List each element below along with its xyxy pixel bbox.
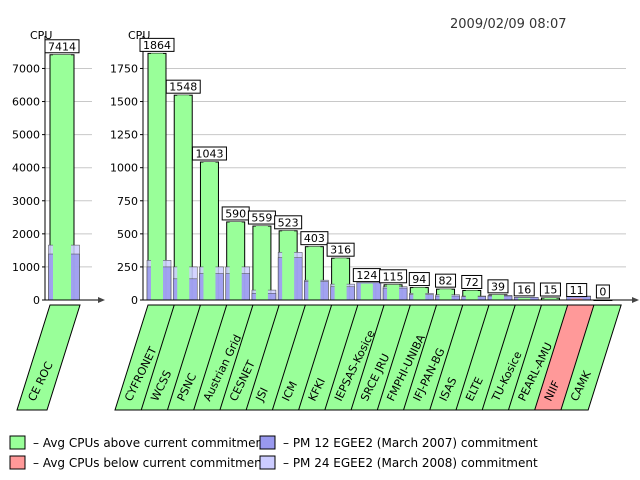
- bar-core: [282, 230, 295, 300]
- y-tick-label: 1000: [12, 261, 40, 274]
- y-tick-label: 250: [117, 261, 138, 274]
- data-label: 0: [599, 286, 606, 299]
- bar-core: [465, 290, 478, 300]
- data-label-box: [300, 231, 329, 246]
- data-label-box: [44, 39, 80, 54]
- data-label: 94: [412, 273, 426, 286]
- data-label: 16: [517, 283, 531, 296]
- data-label: 39: [491, 280, 505, 293]
- data-label: 590: [225, 207, 246, 220]
- data-label: 316: [330, 244, 351, 257]
- x-axis-arrow: [632, 297, 639, 303]
- legend-label-pm24: – PM 24 EGEE2 (March 2008) commitment: [283, 456, 538, 470]
- y-tick-label: 1500: [110, 96, 138, 109]
- data-label: 124: [356, 269, 377, 282]
- data-label-box: [408, 272, 430, 287]
- bar-core: [203, 162, 216, 300]
- data-label-box: [566, 283, 588, 298]
- y-tick-label: 4000: [12, 162, 40, 175]
- bar-core: [53, 54, 71, 300]
- data-label: 523: [278, 216, 299, 229]
- data-label-box: [595, 284, 610, 299]
- bar-core: [439, 289, 452, 300]
- data-label-box: [435, 273, 457, 288]
- category-label: JSI: [253, 385, 271, 404]
- data-label: 7414: [48, 40, 76, 53]
- data-label: 403: [304, 232, 325, 245]
- data-label-box: [539, 282, 561, 297]
- data-label-box: [165, 79, 201, 94]
- bar-core: [229, 221, 242, 300]
- legend-label-pm12: – PM 12 EGEE2 (March 2007) commitment: [283, 436, 538, 450]
- data-label: 1864: [143, 39, 171, 52]
- legend-swatch-above: [9, 435, 26, 450]
- data-label: 115: [383, 270, 404, 283]
- data-label: 15: [543, 284, 557, 297]
- y-tick-label: 500: [117, 228, 138, 241]
- data-label-box: [139, 37, 175, 52]
- y-tick-label: 6000: [12, 96, 40, 109]
- x-axis-arrow: [98, 297, 105, 303]
- category-label-box: [16, 304, 81, 411]
- legend-swatch-pm24: [259, 455, 276, 470]
- data-label-box: [326, 242, 355, 257]
- y-tick-label: 7000: [12, 62, 40, 75]
- legend-swatch-pm12: [259, 435, 276, 450]
- bar-core: [151, 53, 163, 300]
- data-label: 559: [251, 212, 272, 225]
- data-label: 11: [570, 284, 584, 297]
- timestamp: 2009/02/09 08:07: [450, 17, 567, 32]
- data-label-box: [487, 279, 509, 294]
- bar-core: [387, 284, 400, 300]
- bar-core: [308, 246, 321, 300]
- bar-core: [491, 294, 504, 300]
- data-label-box: [191, 146, 227, 161]
- data-label: 72: [465, 276, 479, 289]
- bar-core: [255, 226, 268, 300]
- y-tick-label: 0: [131, 294, 138, 307]
- y-tick-label: 1250: [110, 129, 138, 142]
- y-tick-label: 5000: [12, 129, 40, 142]
- data-label-box: [461, 274, 483, 289]
- bar-core: [360, 283, 373, 300]
- y-tick-label: 1750: [110, 62, 138, 75]
- bar-core: [570, 298, 583, 300]
- legend-label-below: – Avg CPUs below current commitment: [33, 456, 267, 470]
- y-tick-label: 1000: [110, 162, 138, 175]
- data-label: 1043: [195, 148, 223, 161]
- y-tick-label: 2000: [12, 228, 40, 241]
- data-label-box: [274, 215, 303, 230]
- data-label: 82: [439, 275, 453, 288]
- data-label-box: [379, 269, 408, 284]
- y-axis-label: CPU: [30, 29, 52, 42]
- y-tick-label: 0: [33, 294, 40, 307]
- bar-core: [334, 258, 347, 300]
- bar-core: [518, 297, 531, 300]
- y-tick-label: 3000: [12, 195, 40, 208]
- data-label-box: [513, 282, 535, 297]
- data-label: 1548: [169, 81, 197, 94]
- category-label-box: [560, 304, 622, 411]
- legend-swatch-below: [9, 455, 26, 470]
- bar-core: [177, 95, 190, 301]
- y-tick-label: 750: [117, 195, 138, 208]
- legend-label-above: – Avg CPUs above current commitment: [33, 436, 268, 450]
- bar-core: [544, 298, 557, 300]
- bar-core: [413, 287, 426, 300]
